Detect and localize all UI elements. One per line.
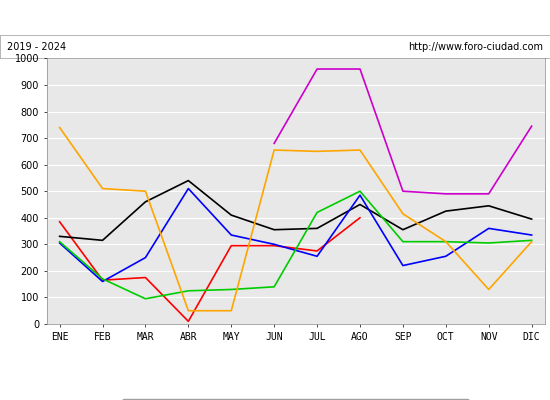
2022 [486, 226, 492, 231]
2020 [185, 308, 191, 313]
2024 [142, 275, 148, 280]
2020 [228, 308, 234, 313]
2022 [529, 233, 535, 238]
2021 [142, 296, 148, 301]
2023 [529, 217, 535, 222]
2024 [99, 278, 106, 282]
2021 [271, 284, 277, 289]
2019 [357, 67, 364, 72]
2020 [314, 149, 321, 154]
2023 [400, 227, 406, 232]
2023 [56, 234, 63, 239]
2019 [443, 192, 449, 196]
2023 [142, 200, 148, 204]
2022 [56, 240, 63, 245]
2020 [443, 239, 449, 244]
2019 [400, 189, 406, 194]
2021 [400, 239, 406, 244]
2024 [56, 219, 63, 224]
2022 [357, 193, 364, 198]
2020 [357, 148, 364, 152]
2021 [228, 287, 234, 292]
2024 [271, 243, 277, 248]
2021 [56, 239, 63, 244]
2024 [314, 248, 321, 253]
2023 [314, 226, 321, 231]
Line: 2019: 2019 [274, 69, 532, 194]
2020 [400, 211, 406, 216]
Text: 2019 - 2024: 2019 - 2024 [7, 42, 66, 52]
2020 [142, 189, 148, 194]
Line: 2022: 2022 [59, 188, 532, 282]
2023 [228, 213, 234, 218]
2019 [486, 192, 492, 196]
Text: http://www.foro-ciudad.com: http://www.foro-ciudad.com [409, 42, 543, 52]
2022 [142, 255, 148, 260]
2021 [443, 239, 449, 244]
2020 [99, 186, 106, 191]
2021 [529, 238, 535, 243]
2022 [228, 233, 234, 238]
2021 [314, 210, 321, 215]
2019 [529, 124, 535, 128]
2023 [486, 204, 492, 208]
2024 [357, 215, 364, 220]
2021 [357, 189, 364, 194]
Line: 2024: 2024 [59, 218, 360, 321]
2020 [56, 125, 63, 130]
2022 [99, 279, 106, 284]
2019 [314, 67, 321, 72]
2023 [185, 178, 191, 183]
Text: Evolucion Nº Turistas Nacionales en el municipio de Canena: Evolucion Nº Turistas Nacionales en el m… [75, 11, 475, 24]
2023 [443, 209, 449, 214]
Legend: 2024, 2023, 2022, 2021, 2020, 2019: 2024, 2023, 2022, 2021, 2020, 2019 [122, 399, 470, 400]
2021 [99, 276, 106, 281]
2023 [357, 202, 364, 207]
Line: 2020: 2020 [59, 128, 532, 311]
2024 [228, 243, 234, 248]
2022 [400, 263, 406, 268]
2022 [271, 242, 277, 247]
2022 [185, 186, 191, 191]
2020 [529, 239, 535, 244]
2023 [271, 227, 277, 232]
Line: 2021: 2021 [59, 191, 532, 299]
2021 [185, 288, 191, 293]
2022 [443, 254, 449, 259]
2020 [486, 287, 492, 292]
Line: 2023: 2023 [59, 180, 532, 240]
2019 [271, 141, 277, 146]
2021 [486, 240, 492, 245]
2023 [99, 238, 106, 243]
2020 [271, 148, 277, 152]
2022 [314, 254, 321, 259]
2024 [185, 319, 191, 324]
